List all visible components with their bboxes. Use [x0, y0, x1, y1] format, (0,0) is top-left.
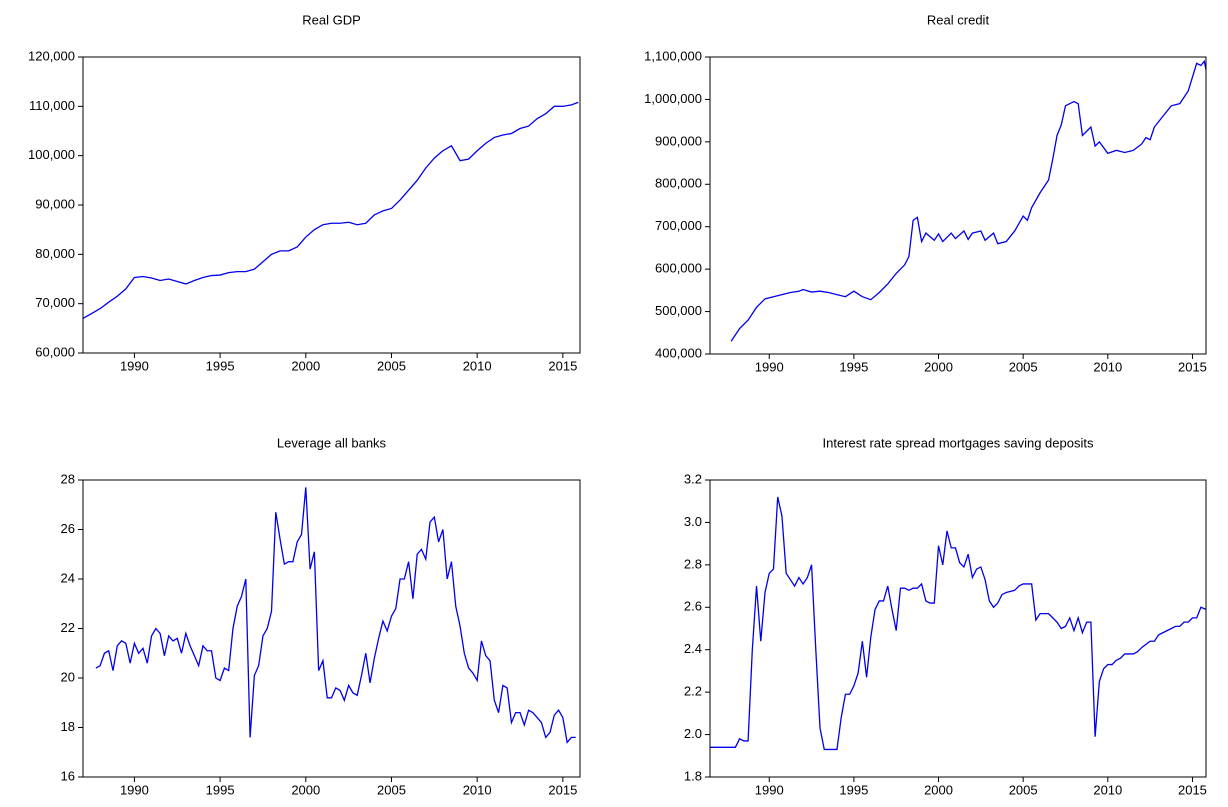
x-tick-label: 2005 — [377, 358, 406, 373]
x-tick-label: 1990 — [755, 782, 784, 797]
y-tick-label: 90,000 — [35, 196, 75, 211]
data-line — [730, 59, 1207, 342]
y-tick-label: 2.8 — [684, 556, 702, 571]
x-tick-label: 2015 — [548, 358, 577, 373]
y-tick-label: 70,000 — [35, 295, 75, 310]
x-tick-label: 2005 — [1009, 782, 1038, 797]
y-tick-label: 1.8 — [684, 768, 702, 783]
plot-frame — [709, 479, 1207, 778]
x-tick-label: 1995 — [206, 358, 235, 373]
x-tick-label: 1990 — [120, 358, 149, 373]
x-tick-label: 2010 — [463, 358, 492, 373]
x-tick-label: 1995 — [206, 782, 235, 797]
y-tick-label: 100,000 — [28, 147, 75, 162]
y-tick-label: 400,000 — [655, 345, 702, 360]
y-tick-label: 700,000 — [655, 218, 702, 233]
plot-frame — [82, 479, 581, 778]
y-tick-label: 2.0 — [684, 726, 702, 741]
y-tick-label: 2.2 — [684, 684, 702, 699]
y-tick-label: 26 — [61, 521, 75, 536]
plot-frame — [82, 56, 581, 354]
chart-title: Interest rate spread mortgages saving de… — [823, 435, 1094, 450]
y-tick-label: 22 — [61, 620, 75, 635]
y-tick-label: 16 — [61, 768, 75, 783]
y-tick-label: 3.0 — [684, 514, 702, 529]
y-tick-label: 2.4 — [684, 641, 702, 656]
x-tick-label: 2005 — [1009, 359, 1038, 374]
y-tick-label: 110,000 — [29, 98, 75, 113]
x-tick-label: 1990 — [755, 359, 784, 374]
chart-title: Leverage all banks — [277, 435, 387, 450]
x-tick-label: 2010 — [1093, 359, 1122, 374]
y-tick-label: 600,000 — [655, 261, 702, 276]
x-tick-label: 2015 — [1178, 782, 1207, 797]
y-tick-label: 2.6 — [684, 599, 702, 614]
y-tick-label: 24 — [61, 570, 75, 585]
data-line — [710, 496, 1207, 751]
y-tick-label: 500,000 — [655, 303, 702, 318]
x-tick-label: 2015 — [548, 782, 577, 797]
x-tick-label: 1995 — [839, 782, 868, 797]
y-tick-label: 1,000,000 — [644, 91, 702, 106]
x-tick-label: 2000 — [924, 782, 953, 797]
data-line — [95, 487, 576, 744]
x-tick-label: 2000 — [924, 359, 953, 374]
data-line — [82, 101, 579, 320]
y-tick-label: 900,000 — [655, 133, 702, 148]
y-tick-label: 18 — [61, 719, 75, 734]
x-tick-label: 2000 — [291, 782, 320, 797]
y-tick-label: 20 — [61, 669, 75, 684]
x-tick-label: 2000 — [291, 358, 320, 373]
y-tick-label: 3.2 — [684, 471, 702, 486]
y-tick-label: 800,000 — [655, 176, 702, 191]
x-tick-label: 2005 — [377, 782, 406, 797]
y-tick-label: 1,100,000 — [644, 48, 702, 63]
chart-title: Real credit — [927, 12, 990, 27]
y-tick-label: 60,000 — [35, 344, 75, 359]
y-tick-label: 80,000 — [35, 246, 75, 261]
plot-frame — [709, 56, 1207, 355]
x-tick-label: 1990 — [120, 782, 149, 797]
y-tick-label: 28 — [61, 471, 75, 486]
x-tick-label: 2010 — [463, 782, 492, 797]
x-tick-label: 2015 — [1178, 359, 1207, 374]
chart-title: Real GDP — [302, 12, 361, 27]
x-tick-label: 1995 — [839, 359, 868, 374]
x-tick-label: 2010 — [1093, 782, 1122, 797]
y-tick-label: 120,000 — [28, 48, 75, 63]
